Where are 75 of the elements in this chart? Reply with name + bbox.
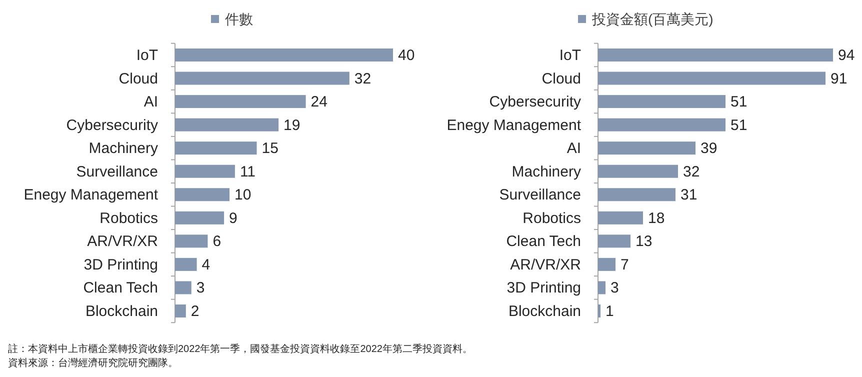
data-label: 91 [830, 70, 848, 88]
y-tick-label: Cloud [118, 70, 158, 88]
legend-label: 投資金額(百萬美元) [591, 11, 714, 27]
y-tick-label: AI [144, 94, 158, 111]
bar [598, 95, 726, 108]
y-tick-label: Enegy Management [24, 186, 159, 204]
bar [175, 304, 186, 318]
data-label: 6 [212, 233, 222, 250]
bar [598, 142, 696, 155]
data-label: 15 [262, 140, 278, 158]
y-tick-label: Enegy Management [446, 116, 582, 134]
data-label: 51 [730, 116, 748, 134]
bar [598, 211, 643, 224]
bar [175, 211, 224, 224]
bar [175, 164, 235, 178]
data-label: 3 [196, 280, 205, 297]
bar [175, 188, 230, 202]
data-label: 11 [240, 163, 256, 180]
data-label: 31 [680, 186, 698, 204]
y-tick-label: Cloud [542, 70, 581, 88]
y-tick-label: 3D Printing [84, 256, 158, 274]
data-label: 9 [229, 210, 238, 227]
data-label: 10 [234, 186, 252, 204]
bar [175, 72, 350, 85]
y-tick-label: AR/VR/XR [87, 233, 158, 250]
y-tick-label: Blockchain [508, 302, 581, 320]
y-tick-label: Robotics [100, 210, 158, 227]
y-tick-label: IoT [559, 47, 581, 64]
data-label: 7 [620, 256, 629, 274]
y-tick-label: 3D Printing [506, 280, 581, 297]
data-label: 4 [202, 256, 210, 274]
bar [598, 118, 726, 132]
bar [598, 234, 630, 248]
source-note: 資料來源：台灣經濟研究院研究團隊。 [8, 357, 178, 369]
bar [598, 48, 833, 62]
data-label: 32 [354, 70, 372, 88]
y-tick-label: Machinery [512, 163, 582, 180]
data-label: 1 [606, 302, 614, 320]
bar [598, 281, 606, 294]
bar [175, 118, 279, 132]
y-tick-label: AI [566, 140, 581, 158]
y-tick-label: Machinery [88, 140, 158, 158]
y-tick-label: IoT [136, 47, 158, 64]
data-label: 32 [683, 163, 700, 180]
data-label: 24 [310, 94, 328, 111]
data-label: 40 [398, 47, 415, 64]
data-label: 94 [838, 47, 855, 64]
y-tick-label: Clean Tech [506, 233, 581, 250]
bar [175, 95, 306, 108]
bar [598, 188, 676, 202]
data-label: 19 [284, 116, 300, 134]
bar [598, 258, 616, 271]
legend-label: 件數 [225, 11, 253, 27]
bar [175, 142, 257, 155]
text: 註：本資料中上市櫃企業轉投資收錄到2022年第一季，國發基金投資資料收錄至2022年第二季投資資料。 [8, 343, 472, 355]
y-tick-label: Clean Tech [83, 280, 158, 297]
y-tick-label: AR/VR/XR [510, 256, 582, 274]
bar [175, 48, 393, 62]
bar [175, 258, 197, 271]
y-tick-label: Cybersecurity [489, 94, 582, 111]
y-tick-label: Cybersecurity [66, 116, 158, 134]
data-label: 2 [190, 302, 200, 320]
bar [175, 281, 192, 294]
bar [598, 72, 826, 85]
data-label: 39 [700, 140, 718, 158]
y-tick-label: Surveillance [76, 163, 158, 180]
y-tick-label: Blockchain [85, 302, 158, 320]
bar [175, 234, 208, 248]
data-label: 18 [648, 210, 665, 227]
data-label: 3 [610, 280, 619, 297]
y-tick-label: Robotics [522, 210, 581, 227]
data-label: 51 [730, 94, 748, 111]
y-tick-label: Surveillance [499, 186, 581, 204]
data-label: 13 [636, 233, 652, 250]
bar [598, 164, 678, 178]
